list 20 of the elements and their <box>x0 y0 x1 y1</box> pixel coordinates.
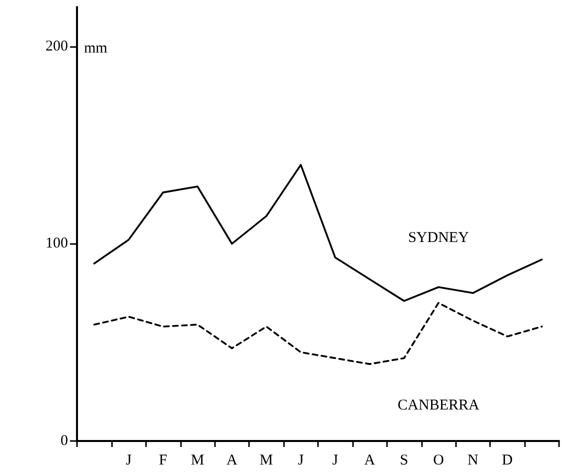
x-tick-label: M <box>260 452 274 468</box>
y-tick-label: 0 <box>60 433 68 449</box>
x-tick-label: M <box>190 452 204 468</box>
x-tick-label: N <box>468 452 479 468</box>
line-series <box>93 302 543 365</box>
x-tick-label: J <box>298 452 304 468</box>
y-axis-title: mm <box>84 40 108 56</box>
y-tick-label: 100 <box>46 236 68 252</box>
text: SYDNEY <box>408 230 470 246</box>
x-tick-label: A <box>226 452 238 468</box>
x-tick-label: A <box>364 452 376 468</box>
x-tick-label: J <box>332 452 338 468</box>
y-tick-label: 200 <box>46 38 68 54</box>
x-tick-label: F <box>158 452 168 468</box>
x-tick-label: O <box>433 452 444 468</box>
x-tick-label: J <box>126 452 132 468</box>
x-tick-label: S <box>400 452 408 468</box>
x-tick-label: D <box>502 452 513 468</box>
line-series <box>93 164 543 302</box>
text: CANBERRA <box>398 397 480 414</box>
